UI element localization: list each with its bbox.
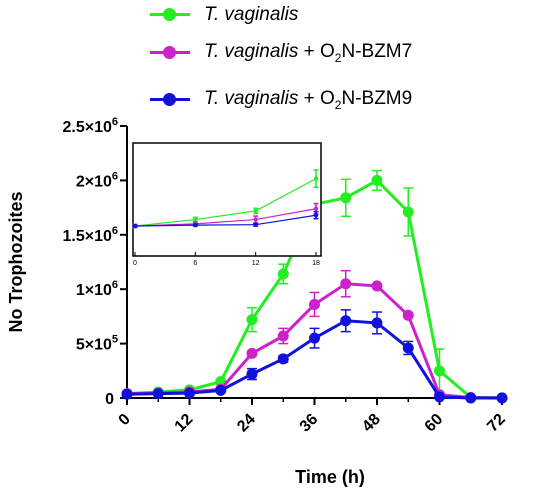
inset-x-tick-label: 18 — [312, 260, 320, 267]
main-data-point — [309, 298, 320, 310]
legend-label-bzm9: T. vaginalis + O2N-BZM9 — [204, 88, 413, 112]
main-data-point — [371, 174, 383, 186]
main-data-point — [340, 192, 352, 204]
y-tick-label: 2.5×106 — [62, 116, 118, 136]
legend-swatch-bzm7 — [150, 38, 190, 68]
main-data-point — [277, 268, 289, 280]
main-data-point — [246, 368, 258, 380]
main-data-point — [215, 384, 227, 396]
main-data-point — [246, 314, 258, 326]
x-tick-label: 24 — [234, 411, 259, 436]
legend-item-tv: T. vaginalis — [150, 0, 298, 30]
inset-series-line — [134, 178, 317, 227]
inset-data-point — [313, 206, 319, 211]
main-data-point — [371, 280, 383, 292]
main-data-point — [121, 388, 133, 400]
x-tick-label: 36 — [297, 411, 322, 436]
y-tick-label: 1×106 — [76, 279, 118, 299]
main-data-point — [184, 387, 195, 399]
legend-label-bzm7: T. vaginalis + O2N-BZM7 — [204, 41, 413, 65]
legend-item-bzm9: T. vaginalis + O2N-BZM9 — [150, 85, 412, 115]
main-data-point — [152, 388, 164, 400]
inset-series-2 — [132, 211, 319, 229]
main-data-point — [465, 392, 477, 404]
inset-x-tick-label: 0 — [133, 260, 137, 267]
inset-series-line — [134, 208, 317, 227]
main-series-2 — [121, 309, 508, 404]
main-data-point — [496, 392, 508, 404]
legend-item-bzm7: T. vaginalis + O2N-BZM7 — [150, 38, 412, 68]
inset-data-point — [253, 222, 258, 227]
x-axis-label: Time (h) — [295, 467, 365, 487]
main-data-point — [277, 330, 289, 342]
inset-data-point — [132, 223, 138, 229]
inset-x-tick-label: 12 — [252, 260, 260, 267]
x-tick-label: 60 — [422, 411, 447, 436]
legend-label-tv: T. vaginalis — [204, 4, 299, 25]
x-tick-label: 0 — [116, 411, 134, 429]
inset-x-tick-label: 6 — [193, 260, 197, 267]
legend-swatch-bzm9 — [150, 85, 190, 115]
inset-series-line — [134, 214, 317, 227]
y-axis-label: No Trophozoites — [6, 192, 26, 333]
y-tick-label: 1.5×106 — [62, 225, 118, 245]
inset-data-point — [253, 208, 258, 214]
inset-data-point — [313, 176, 319, 181]
main-data-point — [402, 309, 414, 321]
y-tick-label: 2×106 — [76, 170, 118, 190]
main-data-point — [371, 317, 383, 329]
main-data-point — [340, 315, 352, 327]
main-data-point — [246, 347, 258, 359]
main-data-point — [402, 206, 414, 218]
y-tick-label: 5×105 — [76, 334, 118, 354]
x-tick-label: 48 — [359, 411, 384, 436]
x-tick-label: 12 — [172, 411, 197, 436]
inset-data-point — [313, 213, 319, 218]
main-data-point — [277, 353, 289, 365]
main-data-point — [309, 332, 320, 344]
inset-frame — [132, 142, 322, 257]
legend-swatch-tv — [150, 0, 190, 30]
main-data-point — [340, 278, 352, 290]
x-tick-label: 72 — [484, 411, 509, 436]
main-data-point — [434, 365, 445, 377]
inset-data-point — [253, 217, 258, 222]
main-data-point — [434, 391, 445, 403]
main-data-point — [402, 342, 414, 354]
inset-data-point — [193, 222, 198, 228]
y-tick-label: 0 — [105, 391, 114, 408]
inset-data-point — [193, 217, 198, 222]
